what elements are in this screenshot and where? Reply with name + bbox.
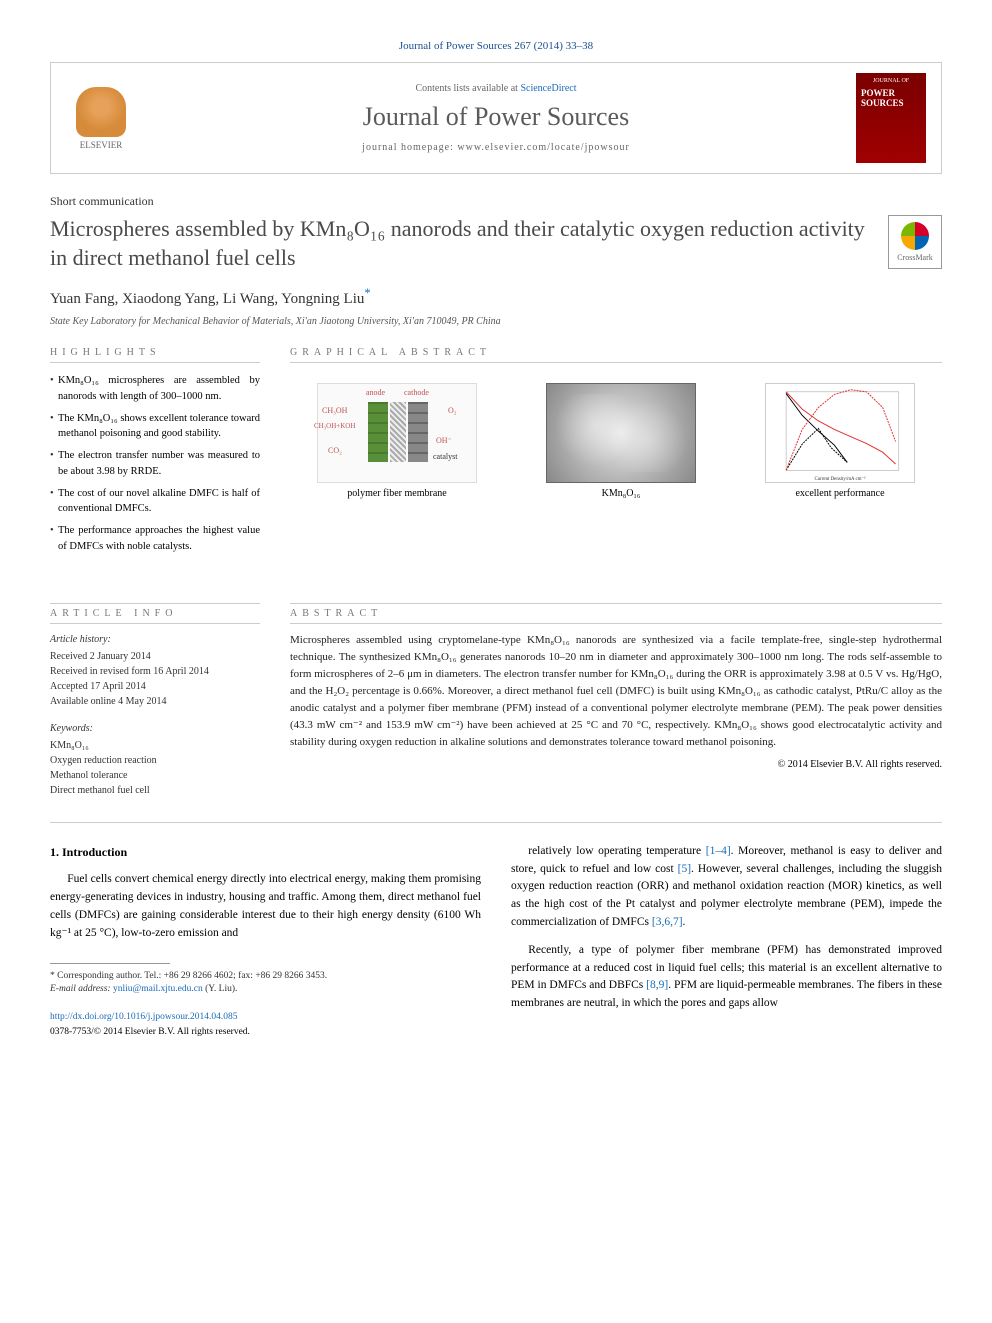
- journal-cover-thumbnail: JOURNAL OF POWER SOURCES: [856, 73, 926, 163]
- article-info-label: ARTICLE INFO: [50, 603, 260, 624]
- journal-header: ELSEVIER Contents lists available at Sci…: [50, 62, 942, 174]
- copyright-line: © 2014 Elsevier B.V. All rights reserved…: [290, 759, 942, 770]
- highlight-item: The electron transfer number was measure…: [50, 448, 260, 480]
- ga-sem-caption: KMn₈O₁₆: [546, 488, 696, 499]
- citation-link[interactable]: [1–4]: [706, 845, 731, 857]
- perf-chart-svg: Current Density/mA cm⁻²: [766, 384, 914, 482]
- svg-text:Current Density/mA cm⁻²: Current Density/mA cm⁻²: [814, 476, 866, 482]
- body-paragraph: Fuel cells convert chemical energy direc…: [50, 871, 481, 942]
- elsevier-tree-icon: [76, 87, 126, 137]
- journal-citation: Journal of Power Sources 267 (2014) 33–3…: [50, 40, 942, 52]
- graphical-abstract: anode cathode CH₃OH CH₃OH+KOH CO₂ O₂ OH⁻…: [290, 373, 942, 509]
- journal-homepage: journal homepage: www.elsevier.com/locat…: [136, 142, 856, 153]
- highlight-item: The performance approaches the highest v…: [50, 523, 260, 555]
- journal-name: Journal of Power Sources: [136, 102, 856, 132]
- cover-brand: JOURNAL OF: [873, 78, 909, 85]
- article-type: Short communication: [50, 194, 942, 209]
- ga-diagram-caption: polymer fiber membrane: [317, 488, 477, 499]
- citation-link[interactable]: [8,9]: [646, 979, 668, 991]
- highlights-label: HIGHLIGHTS: [50, 347, 260, 363]
- crossmark-label: CrossMark: [897, 253, 933, 262]
- body-text: 1. Introduction Fuel cells convert chemi…: [50, 843, 942, 1040]
- sciencedirect-link[interactable]: ScienceDirect: [520, 83, 576, 94]
- section-heading: 1. Introduction: [50, 843, 481, 862]
- abstract-text: Microspheres assembled using cryptomelan…: [290, 632, 942, 751]
- citation-link[interactable]: [5]: [678, 863, 691, 875]
- contents-list-line: Contents lists available at ScienceDirec…: [136, 83, 856, 94]
- affiliation: State Key Laboratory for Mechanical Beha…: [50, 316, 942, 327]
- citation-link[interactable]: [3,6,7]: [652, 916, 683, 928]
- ga-fuelcell-diagram: anode cathode CH₃OH CH₃OH+KOH CO₂ O₂ OH⁻…: [317, 383, 477, 499]
- membrane-icon: [390, 402, 406, 462]
- ga-sem-image: KMn₈O₁₆: [546, 383, 696, 499]
- highlight-item: The KMn₈O₁₆ shows excellent tolerance to…: [50, 411, 260, 443]
- body-paragraph: relatively low operating temperature [1–…: [511, 843, 942, 932]
- graphical-abstract-label: GRAPHICAL ABSTRACT: [290, 347, 942, 363]
- body-paragraph: Recently, a type of polymer fiber membra…: [511, 942, 942, 1013]
- publisher-logo: ELSEVIER: [66, 83, 136, 153]
- anode-icon: [368, 402, 388, 462]
- publisher-name: ELSEVIER: [80, 140, 123, 150]
- highlight-item: The cost of our novel alkaline DMFC is h…: [50, 486, 260, 518]
- highlight-item: KMn₈O₁₆ microspheres are assembled by na…: [50, 373, 260, 405]
- cathode-icon: [408, 402, 428, 462]
- doi-link[interactable]: http://dx.doi.org/10.1016/j.jpowsour.201…: [50, 1012, 237, 1022]
- article-title: Microspheres assembled by KMn₈O₁₆ nanoro…: [50, 215, 868, 272]
- ga-performance-chart: Current Density/mA cm⁻² excellent perfor…: [765, 383, 915, 499]
- abstract-label: ABSTRACT: [290, 603, 942, 624]
- cover-title: POWER SOURCES: [861, 88, 921, 108]
- highlights-list: KMn₈O₁₆ microspheres are assembled by na…: [50, 373, 260, 555]
- crossmark-badge[interactable]: CrossMark: [888, 215, 942, 269]
- corresponding-footnote: * Corresponding author. Tel.: +86 29 826…: [50, 970, 481, 997]
- email-link[interactable]: ynliu@mail.xjtu.edu.cn: [113, 984, 203, 994]
- ga-chart-caption: excellent performance: [765, 488, 915, 499]
- author-list: Yuan Fang, Xiaodong Yang, Li Wang, Yongn…: [50, 286, 942, 308]
- article-history: Article history: Received 2 January 2014…: [50, 632, 260, 798]
- homepage-url[interactable]: www.elsevier.com/locate/jpowsour: [457, 142, 629, 153]
- sem-micrograph-icon: [546, 383, 696, 483]
- crossmark-icon: [901, 222, 929, 250]
- corresponding-author-mark: *: [364, 286, 370, 300]
- doi-block: http://dx.doi.org/10.1016/j.jpowsour.201…: [50, 1010, 481, 1039]
- contents-prefix: Contents lists available at: [415, 83, 520, 94]
